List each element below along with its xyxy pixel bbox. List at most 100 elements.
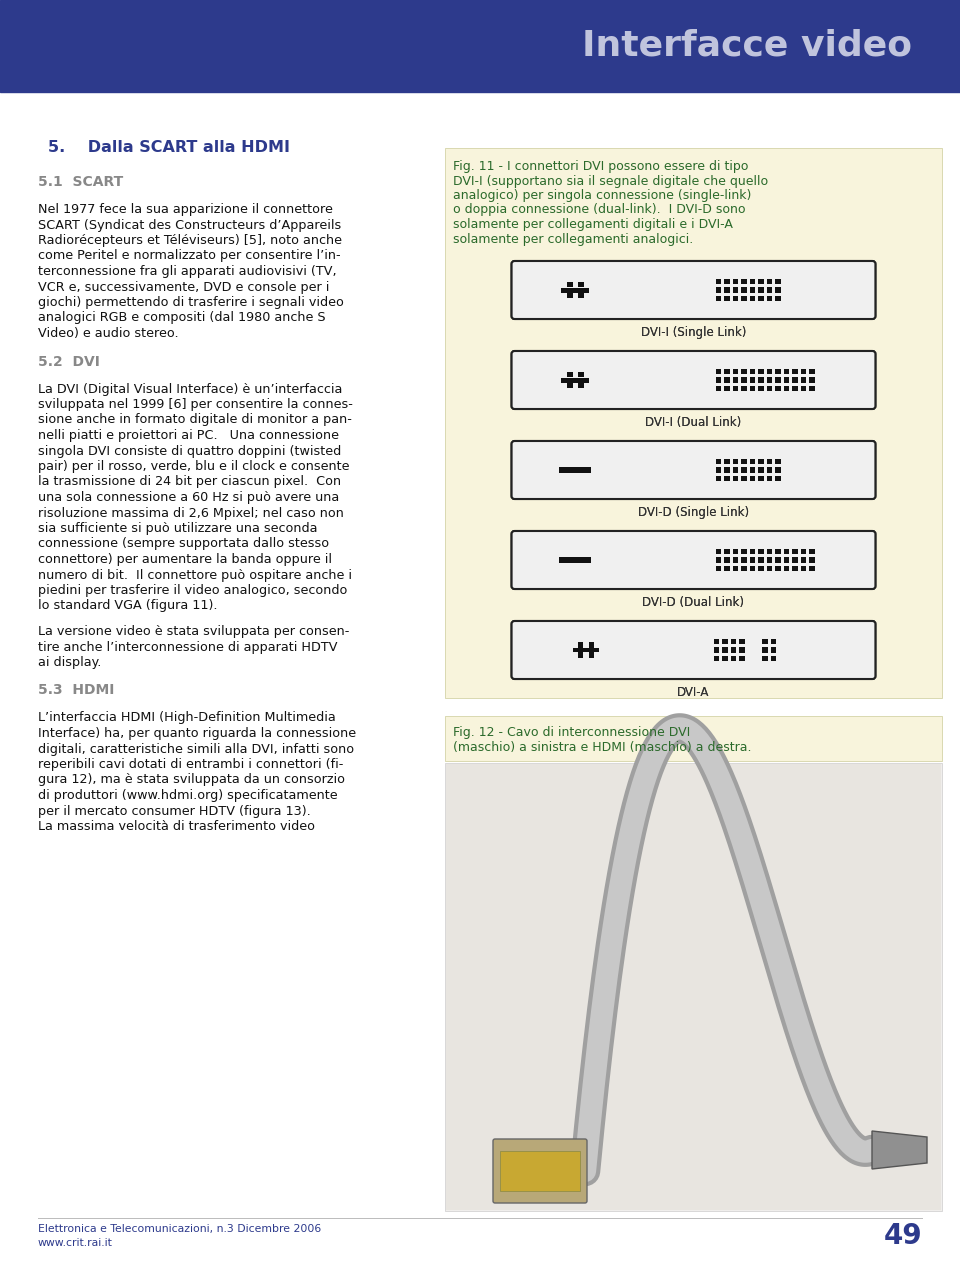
Bar bbox=[716, 549, 721, 554]
Bar bbox=[578, 371, 584, 378]
Text: 5.    Dalla SCART alla HDMI: 5. Dalla SCART alla HDMI bbox=[48, 140, 290, 154]
Text: tire anche l’interconnessione di apparati HDTV: tire anche l’interconnessione di apparat… bbox=[38, 641, 338, 653]
Bar bbox=[732, 549, 738, 554]
Bar bbox=[776, 296, 780, 301]
Bar bbox=[567, 282, 573, 287]
Bar bbox=[771, 647, 777, 653]
Bar bbox=[758, 278, 764, 285]
Bar bbox=[732, 558, 738, 563]
Bar bbox=[562, 378, 589, 383]
Bar bbox=[758, 278, 764, 285]
FancyBboxPatch shape bbox=[512, 621, 876, 679]
Bar bbox=[741, 378, 747, 383]
Bar bbox=[767, 369, 772, 374]
Bar bbox=[731, 647, 736, 653]
Bar bbox=[716, 385, 721, 392]
Bar bbox=[776, 476, 780, 481]
Bar bbox=[750, 369, 756, 374]
Bar bbox=[731, 639, 736, 644]
Bar bbox=[792, 558, 798, 563]
Text: Radiorécepteurs et Téléviseurs) [5], noto anche: Radiorécepteurs et Téléviseurs) [5], not… bbox=[38, 234, 342, 248]
Bar bbox=[741, 369, 747, 374]
Bar bbox=[588, 652, 594, 657]
Bar bbox=[714, 639, 719, 644]
Bar bbox=[724, 467, 730, 472]
Bar bbox=[741, 378, 747, 383]
Bar bbox=[724, 296, 730, 301]
Bar bbox=[716, 369, 721, 374]
Bar bbox=[741, 385, 747, 392]
Bar bbox=[741, 549, 747, 554]
Bar bbox=[809, 369, 815, 374]
Bar bbox=[716, 558, 721, 563]
Bar bbox=[767, 296, 772, 301]
Text: Fig. 11 - I connettori DVI possono essere di tipo: Fig. 11 - I connettori DVI possono esser… bbox=[453, 160, 749, 174]
Text: VCR e, successivamente, DVD e console per i: VCR e, successivamente, DVD e console pe… bbox=[38, 281, 329, 293]
Bar bbox=[776, 549, 780, 554]
Text: di produttori (www.hdmi.org) specificatamente: di produttori (www.hdmi.org) specificata… bbox=[38, 789, 338, 803]
Bar bbox=[750, 378, 756, 383]
Bar bbox=[767, 467, 772, 472]
Bar bbox=[767, 385, 772, 392]
Text: analogico) per singola connessione (single-link): analogico) per singola connessione (sing… bbox=[453, 189, 752, 202]
Bar bbox=[771, 639, 777, 644]
Bar bbox=[767, 549, 772, 554]
Bar bbox=[750, 459, 756, 464]
Bar bbox=[722, 647, 728, 653]
Bar bbox=[724, 467, 730, 472]
Bar bbox=[722, 647, 728, 653]
Bar bbox=[792, 385, 798, 392]
Bar bbox=[750, 549, 756, 554]
Text: gura 12), ma è stata sviluppata da un consorzio: gura 12), ma è stata sviluppata da un co… bbox=[38, 773, 345, 786]
Bar bbox=[758, 369, 764, 374]
Bar bbox=[567, 371, 573, 378]
Bar bbox=[588, 652, 594, 657]
Bar bbox=[783, 369, 789, 374]
Bar bbox=[741, 467, 747, 472]
Bar bbox=[731, 639, 736, 644]
Text: DVI-A: DVI-A bbox=[678, 686, 709, 699]
Bar bbox=[567, 292, 573, 299]
Bar bbox=[562, 287, 589, 292]
Bar bbox=[741, 558, 747, 563]
Bar bbox=[758, 378, 764, 383]
Bar bbox=[573, 648, 599, 652]
Bar bbox=[767, 459, 772, 464]
Bar bbox=[809, 565, 815, 572]
Bar bbox=[578, 652, 584, 657]
Bar bbox=[801, 565, 806, 572]
Bar bbox=[750, 565, 756, 572]
Text: lo standard VGA (figura 11).: lo standard VGA (figura 11). bbox=[38, 600, 218, 612]
Bar bbox=[767, 369, 772, 374]
Bar bbox=[783, 558, 789, 563]
Bar bbox=[801, 385, 806, 392]
Bar bbox=[776, 378, 780, 383]
Bar bbox=[771, 639, 777, 644]
Text: Video) e audio stereo.: Video) e audio stereo. bbox=[38, 327, 179, 339]
Text: ai display.: ai display. bbox=[38, 656, 102, 669]
Bar bbox=[567, 371, 573, 378]
Bar bbox=[578, 652, 584, 657]
Bar bbox=[776, 369, 780, 374]
Bar bbox=[792, 378, 798, 383]
Bar bbox=[750, 385, 756, 392]
Bar bbox=[809, 378, 815, 383]
Bar bbox=[741, 549, 747, 554]
Bar bbox=[776, 287, 780, 292]
Bar bbox=[750, 278, 756, 285]
Text: DVI-D (Single Link): DVI-D (Single Link) bbox=[638, 507, 749, 519]
Bar bbox=[767, 549, 772, 554]
Bar bbox=[716, 287, 721, 292]
Bar bbox=[722, 656, 728, 661]
Bar bbox=[750, 549, 756, 554]
Bar bbox=[767, 378, 772, 383]
Bar bbox=[724, 549, 730, 554]
Bar bbox=[739, 639, 745, 644]
Bar bbox=[762, 647, 768, 653]
Text: www.crit.rai.it: www.crit.rai.it bbox=[38, 1238, 113, 1248]
Bar bbox=[758, 378, 764, 383]
Bar bbox=[776, 385, 780, 392]
Bar bbox=[762, 639, 768, 644]
Bar bbox=[767, 467, 772, 472]
Bar bbox=[767, 459, 772, 464]
